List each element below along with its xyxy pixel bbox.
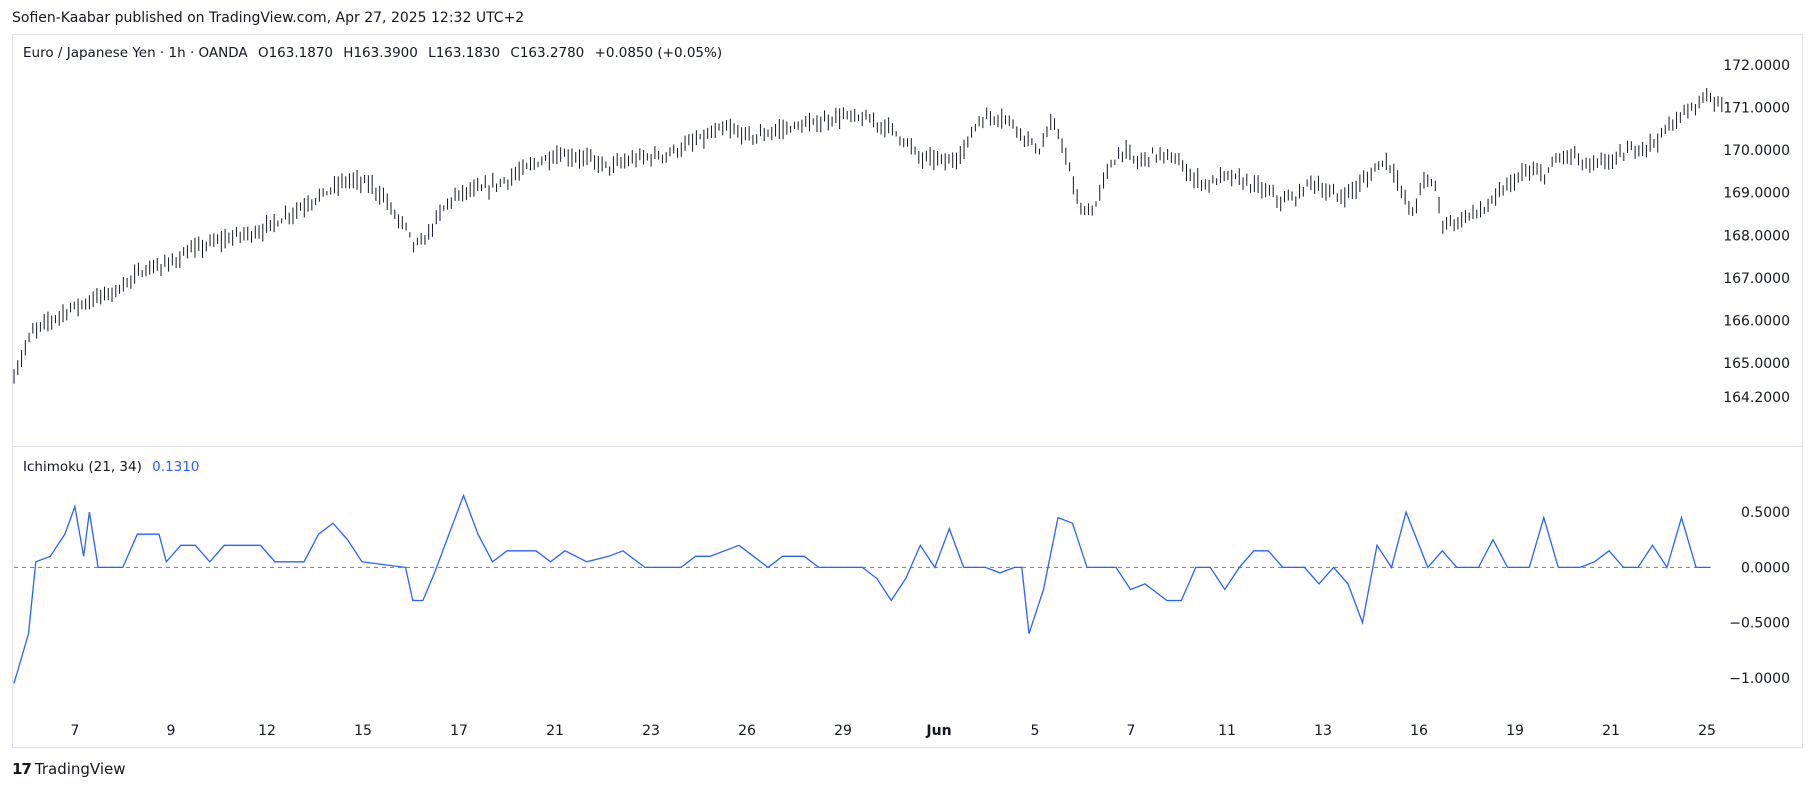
indicator-series-line	[13, 493, 1711, 684]
x-axis-label: 13	[1314, 723, 1332, 739]
indicator-axis-label: 0.5000	[1741, 505, 1790, 521]
price-axis-label: 167.0000	[1723, 271, 1790, 287]
price-axis-label: 172.0000	[1723, 58, 1790, 74]
brand-name: TradingView	[34, 760, 126, 778]
x-axis-label: 19	[1506, 723, 1524, 739]
change-value: +0.0850 (+0.05%)	[594, 45, 723, 61]
x-axis-label: 11	[1218, 723, 1236, 739]
x-axis-label: 23	[642, 723, 660, 739]
x-axis-label: 29	[834, 723, 852, 739]
x-axis-label: 21	[1602, 723, 1620, 739]
indicator-axis-label: −0.5000	[1729, 616, 1790, 632]
price-legend: Euro / Japanese Yen · 1h · OANDA O163.18…	[23, 45, 728, 61]
x-axis-label: 17	[450, 723, 468, 739]
publisher-line: Sofien-Kaabar published on TradingView.c…	[12, 10, 525, 26]
x-axis-label: 9	[167, 723, 176, 739]
indicator-value: 0.1310	[152, 459, 200, 475]
x-axis-label: 7	[71, 723, 80, 739]
price-axis-label: 166.0000	[1723, 314, 1790, 330]
price-axis-label: 170.0000	[1723, 143, 1790, 159]
x-axis-label: 15	[354, 723, 372, 739]
indicator-name[interactable]: Ichimoku (21, 34)	[23, 459, 142, 475]
price-axis-label: 171.0000	[1723, 100, 1790, 116]
low-value: L163.1830	[428, 45, 501, 61]
indicator-axis-label: 0.0000	[1741, 560, 1790, 576]
x-axis-label: Jun	[925, 723, 951, 739]
tradingview-logo-icon: 17	[12, 760, 32, 778]
high-value: H163.3900	[343, 45, 418, 61]
x-axis-label: 7	[1127, 723, 1136, 739]
indicator-legend: Ichimoku (21, 34) 0.1310	[23, 459, 199, 475]
chart-frame	[12, 34, 1803, 748]
price-axis-label: 165.0000	[1723, 356, 1790, 372]
x-axis-label: 12	[258, 723, 276, 739]
price-axis-label: 169.0000	[1723, 186, 1790, 202]
symbol-label[interactable]: Euro / Japanese Yen · 1h · OANDA	[23, 45, 248, 61]
x-axis-label: 26	[738, 723, 756, 739]
x-axis-label: 21	[546, 723, 564, 739]
open-value: O163.1870	[257, 45, 333, 61]
close-value: C163.2780	[510, 45, 585, 61]
x-axis-label: 16	[1410, 723, 1428, 739]
price-axis-label: 168.0000	[1723, 228, 1790, 244]
indicator-axis-label: −1.0000	[1729, 671, 1790, 687]
price-axis-label: 164.2000	[1723, 390, 1790, 406]
x-axis-label: 25	[1698, 723, 1716, 739]
pane-divider[interactable]	[12, 446, 1803, 447]
tradingview-brand[interactable]: 17 TradingView	[12, 760, 126, 778]
x-axis-label: 5	[1031, 723, 1040, 739]
